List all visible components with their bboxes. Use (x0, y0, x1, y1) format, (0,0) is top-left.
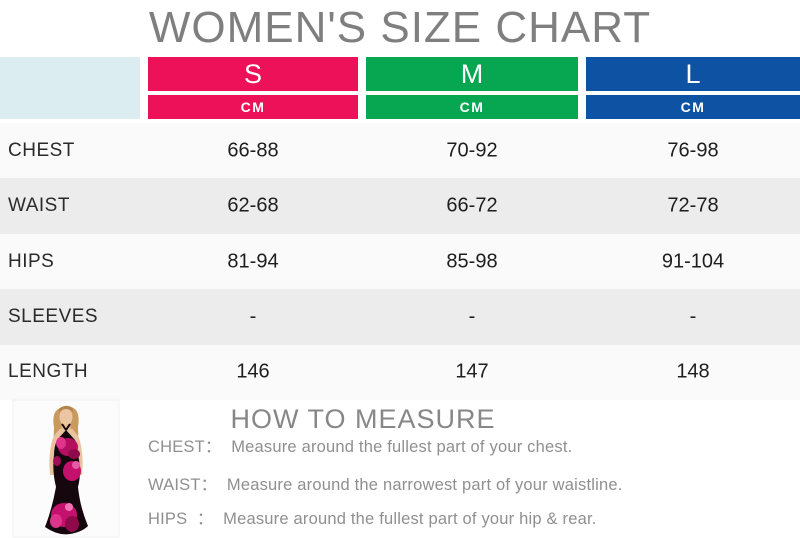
table-row-chest: CHEST 66-88 70-92 76-98 (0, 123, 800, 179)
cell-hips-m: 85-98 (446, 250, 498, 273)
cell-length-m: 147 (455, 360, 489, 383)
cell-sleeves-m: - (468, 305, 476, 328)
measure-line-hips: HIPS ： Measure around the fullest part o… (148, 510, 597, 528)
cell-waist-s: 62-68 (227, 194, 279, 217)
cell-waist-l: 72-78 (667, 194, 719, 217)
table-row-hips: HIPS 81-94 85-98 91-104 (0, 233, 800, 290)
cell-length-s: 146 (236, 360, 270, 383)
measure-heading: HOW TO MEASURE (230, 404, 496, 434)
cell-chest-l: 76-98 (667, 139, 719, 162)
unit-header-l: CM (586, 95, 800, 119)
model-face (59, 408, 73, 426)
row-label: CHEST (8, 139, 75, 161)
model-fringe (59, 406, 73, 412)
unit-header-m: CM (366, 95, 578, 119)
cell-chest-m: 70-92 (446, 139, 498, 162)
row-label: SLEEVES (8, 305, 99, 327)
measure-line-waist: WAIST： Measure around the narrowest part… (148, 476, 623, 494)
size-table-body: CHEST 66-88 70-92 76-98 WAIST 62-68 66-7… (0, 123, 800, 401)
measure-line-chest: CHEST： Measure around the fullest part o… (148, 438, 573, 456)
dress-halter-straps (61, 423, 71, 431)
product-photo (12, 399, 120, 538)
cell-hips-s: 81-94 (227, 250, 279, 273)
size-header-l: L (586, 57, 800, 91)
table-row-sleeves: SLEEVES - - - (0, 289, 800, 345)
table-row-length: LENGTH 146 147 148 (0, 344, 800, 401)
size-header-m: M (366, 57, 578, 91)
cell-hips-l: 91-104 (661, 250, 725, 273)
row-label: HIPS (8, 250, 55, 272)
row-label: LENGTH (8, 361, 89, 383)
size-header-s: S (148, 57, 358, 91)
cell-length-l: 148 (676, 360, 710, 383)
cell-waist-m: 66-72 (446, 194, 498, 217)
page-title: WOMEN'S SIZE CHART (148, 3, 652, 52)
cell-sleeves-l: - (689, 305, 697, 328)
cell-chest-s: 66-88 (227, 139, 279, 162)
cell-sleeves-s: - (249, 305, 257, 328)
dress-floral-print (50, 437, 81, 532)
row-label: WAIST (8, 195, 70, 217)
table-row-waist: WAIST 62-68 66-72 72-78 (0, 178, 800, 234)
unit-header-s: CM (148, 95, 358, 119)
header-corner-box (0, 57, 140, 119)
